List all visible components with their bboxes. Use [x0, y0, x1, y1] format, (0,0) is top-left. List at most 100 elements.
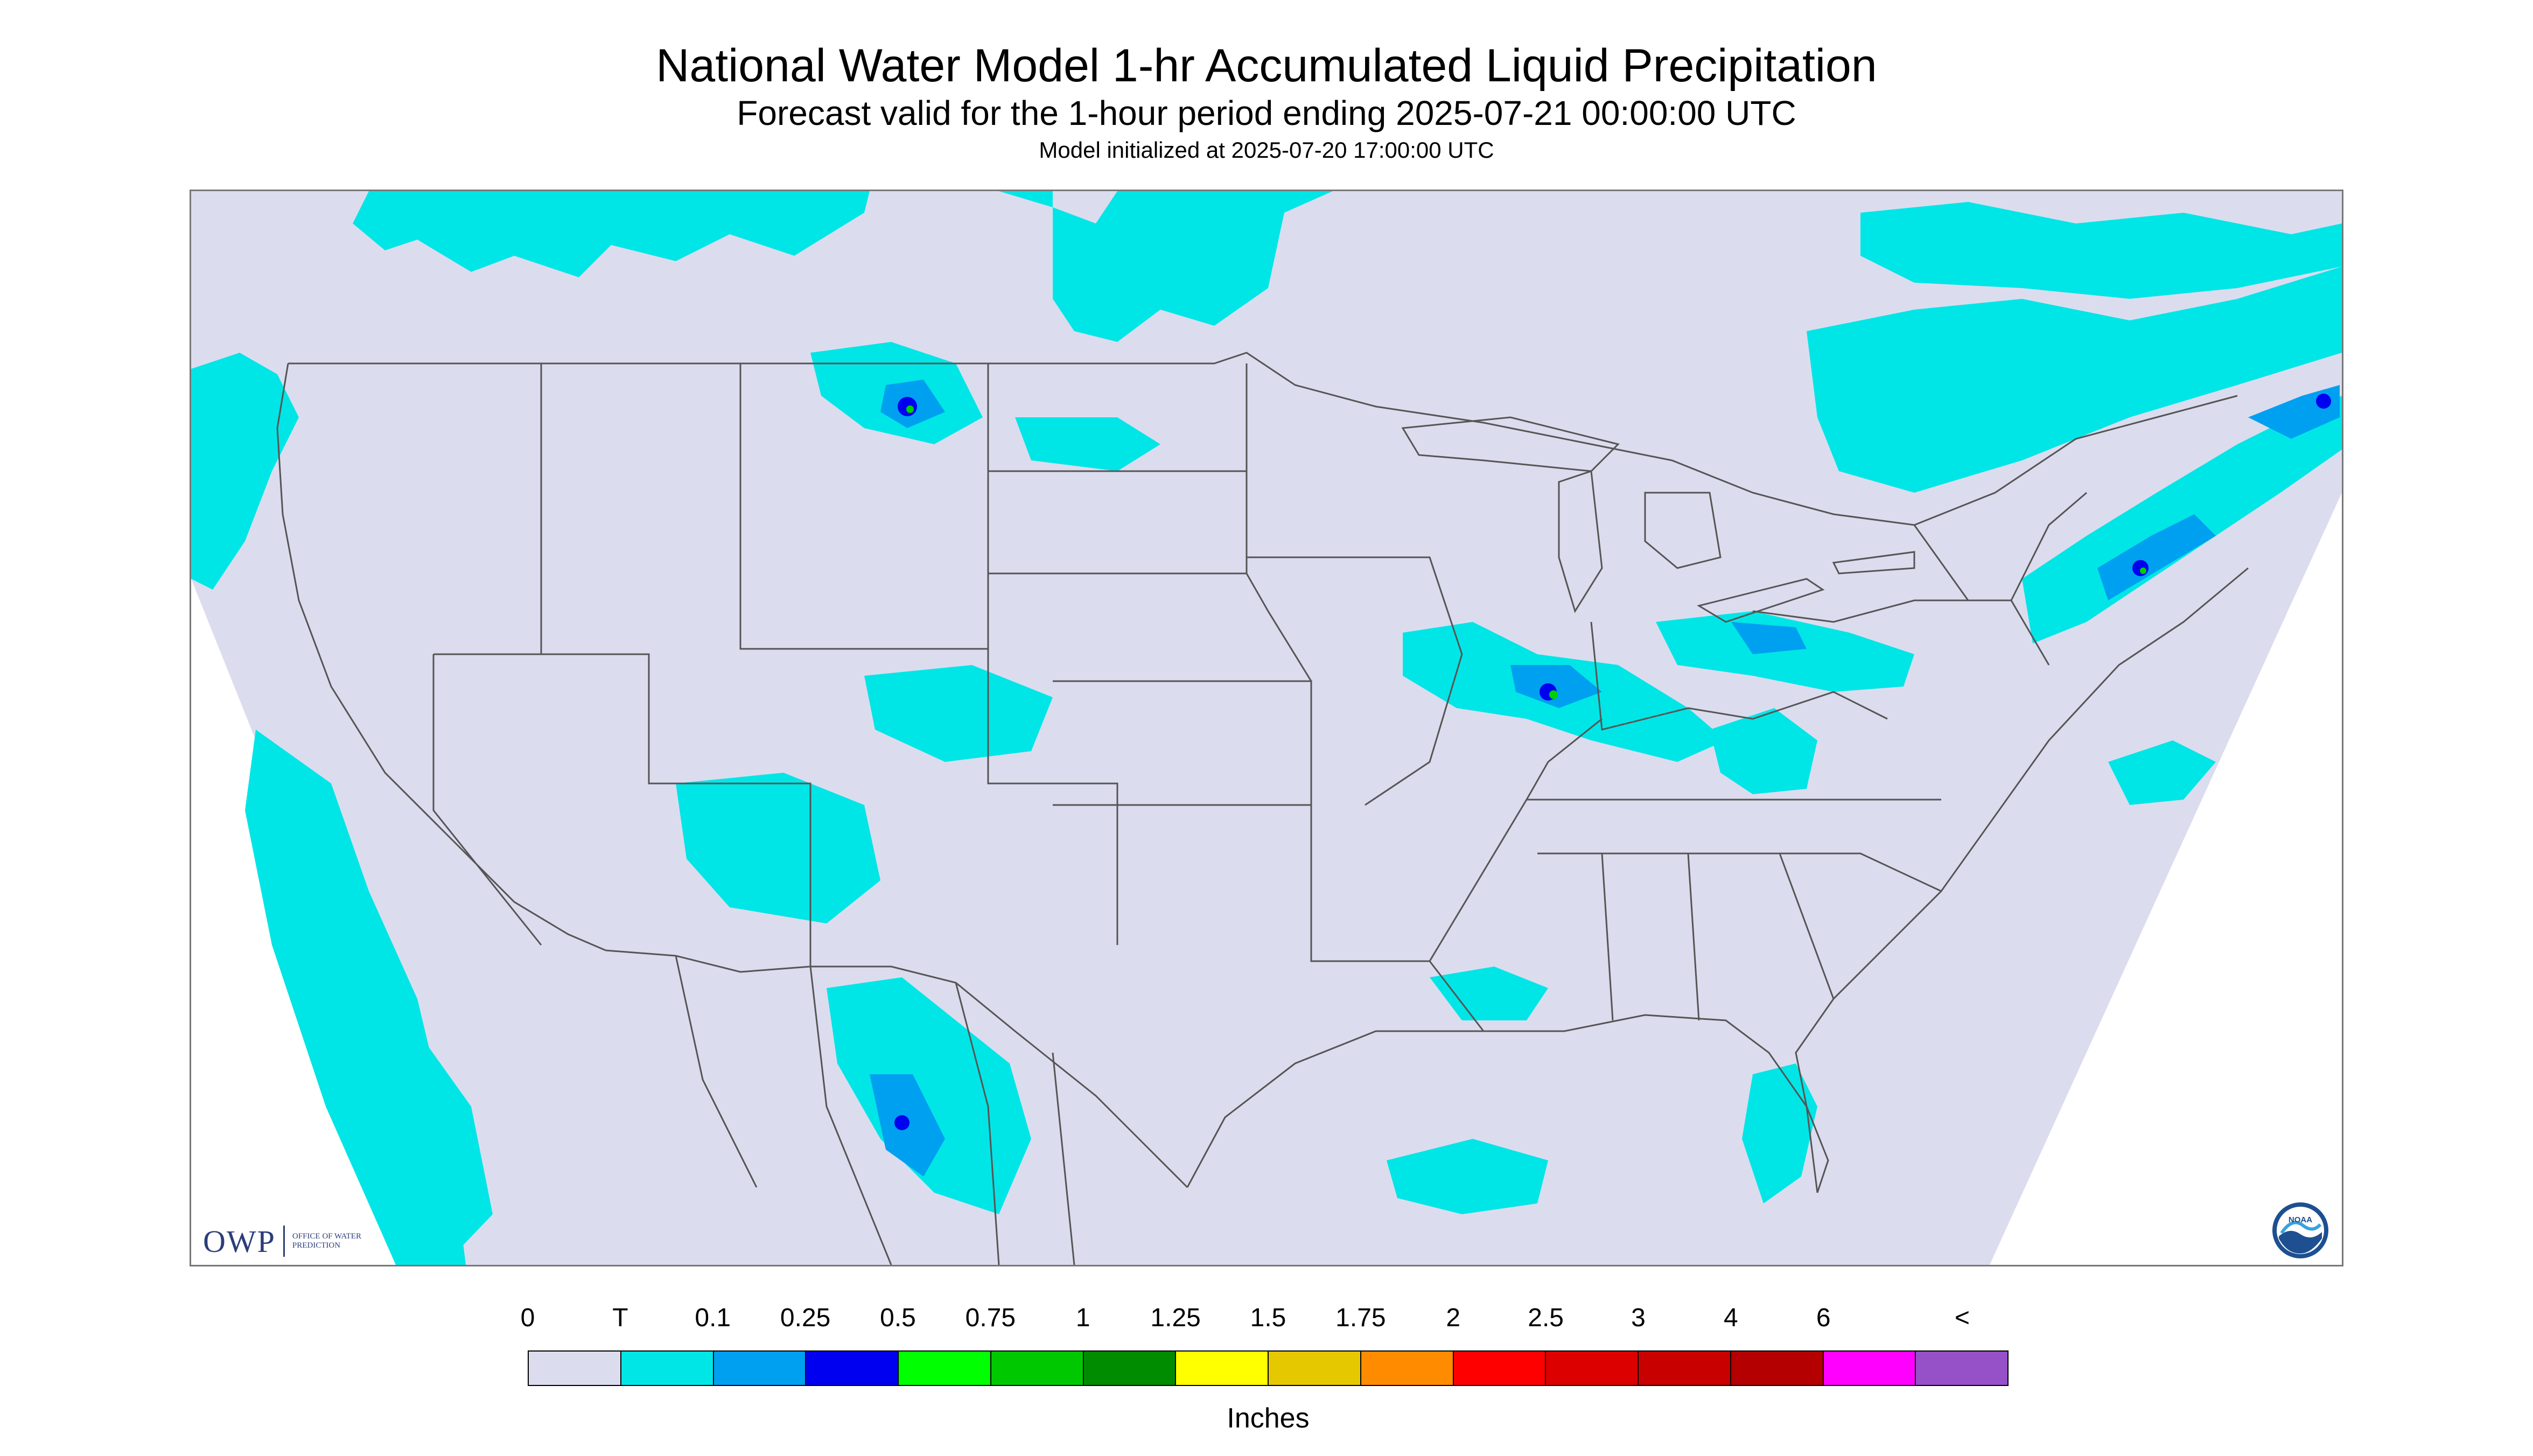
legend-labels: 0 T 0.1 0.25 0.5 0.75 1 1.25 1.5 1.75 2 2.5 3 4 6 <: [521, 1303, 2009, 1335]
legend-tick-label-1: T: [612, 1304, 628, 1332]
model-domain: [191, 191, 2342, 1265]
legend-tick-label-12: 3: [1631, 1304, 1646, 1332]
precip-area-ohio-valley: [1656, 611, 1914, 692]
legend-swatch-0: [529, 1352, 621, 1385]
legend-tick-label-9: 1.75: [1335, 1304, 1386, 1332]
precip-core-ohio: [1731, 622, 1807, 654]
lake-huron: [1644, 492, 1722, 569]
legend-units-label: Inches: [1227, 1403, 1310, 1434]
us-mexico-border: [605, 949, 1188, 1188]
legend-tick-label-14: 6: [1816, 1304, 1831, 1332]
west-coast: [276, 363, 606, 951]
legend-tick-label-7: 1.25: [1150, 1304, 1201, 1332]
precip-area-dakotas: [1015, 417, 1160, 471]
legend-swatch-2: [713, 1352, 807, 1385]
owp-logo-text: Office of Water Prediction: [292, 1232, 361, 1250]
legend-swatch-7: [1176, 1352, 1269, 1385]
boundary-lines: [276, 352, 2249, 1265]
model-init-line: Model initialized at 2025-07-20 17:00:00…: [1039, 137, 1494, 163]
legend-color-bar: [528, 1350, 2009, 1386]
legend-tick-label-13: 4: [1724, 1304, 1738, 1332]
precip-area-sierra-madre: [827, 977, 1031, 1214]
state-line-east-7: [1752, 599, 2050, 666]
legend-tick-label-2: 0.1: [695, 1304, 731, 1332]
gulf-coast: [1186, 1014, 1829, 1193]
owp-logo: OWP Office of Water Prediction: [203, 1223, 362, 1259]
legend-tick-label-5: 0.75: [965, 1304, 1016, 1332]
precip-heavy-sierra: [894, 1115, 909, 1130]
precip-area-baja: [353, 999, 493, 1265]
noaa-logo-bird: [2280, 1221, 2322, 1234]
map-title: National Water Model 1-hr Accumulated Li…: [656, 40, 1877, 92]
state-line-west-3: [541, 653, 811, 967]
lake-ontario: [1832, 551, 1915, 575]
state-line-west-2: [432, 654, 542, 946]
legend-swatch-1: [621, 1352, 714, 1385]
legend-swatch-14: [1823, 1352, 1916, 1385]
legend-tick-label-4: 0.5: [880, 1304, 916, 1332]
mexico-state-line-3: [955, 982, 1000, 1265]
mexico-state-line-1: [809, 966, 892, 1265]
state-line-east-2: [1537, 852, 1942, 892]
legend-swatch-11: [1546, 1352, 1639, 1385]
precip-area-quebec: [1807, 267, 2342, 493]
owp-logo-mark: OWP: [203, 1223, 276, 1259]
map-canvas: [191, 191, 2342, 1265]
precip-area-colorado: [864, 665, 1053, 762]
legend-swatch-8: [1269, 1352, 1361, 1385]
owp-logo-divider: [283, 1226, 285, 1257]
precip-area-florida: [1742, 1063, 1817, 1203]
precip-area-gulf-cluster: [1387, 1139, 1548, 1214]
state-line-central-2: [1310, 805, 1485, 1032]
legend-swatch-10: [1453, 1352, 1547, 1385]
precipitation-map[interactable]: OWP Office of Water Prediction NOAA: [190, 190, 2343, 1266]
legend-swatch-9: [1361, 1352, 1454, 1385]
us-canada-border: [288, 352, 2238, 526]
state-line-central-1: [1247, 556, 1463, 806]
legend-tick-label-15: <: [1955, 1304, 1970, 1332]
state-line-plains-4: [1245, 573, 1312, 682]
precip-heavy-new-england: [2132, 560, 2149, 576]
forecast-valid-subtitle: Forecast valid for the 1-hour period end…: [737, 94, 1796, 132]
legend-swatch-6: [1083, 1352, 1177, 1385]
noaa-logo-wave: [2279, 1230, 2322, 1254]
precip-green-montana: [906, 405, 914, 413]
precip-area-canada-central: [1053, 213, 1284, 342]
precip-green-new-england: [2140, 568, 2146, 574]
legend-swatch-3: [806, 1352, 899, 1385]
precip-area-east-canada: [1860, 202, 2342, 299]
mexico-state-line-2: [675, 955, 758, 1188]
state-line-east-3: [1601, 853, 1614, 1021]
state-line-plains-3: [1053, 680, 1312, 806]
precip-core-new-england: [2097, 514, 2216, 600]
color-legend: 0 T 0.1 0.25 0.5 0.75 1 1.25 1.5 1.75 2 2.5 3 4 6 < Inc…: [521, 1303, 2009, 1434]
state-line-west-4: [739, 363, 988, 650]
state-line-east-6: [1590, 621, 1888, 731]
state-line-central-3: [1429, 718, 1603, 962]
legend-tick-label-0: 0: [520, 1304, 535, 1332]
precip-area-south-central: [1430, 967, 1548, 1020]
noaa-logo: NOAA: [2272, 1202, 2328, 1258]
noaa-logo-text: NOAA: [2289, 1215, 2312, 1224]
precip-area-appalachians: [1710, 708, 1817, 794]
legend-swatch-4: [899, 1352, 991, 1385]
lake-erie: [1697, 578, 1825, 623]
mexico-state-line-4: [1052, 1052, 1075, 1265]
precip-heavy-montana: [898, 397, 917, 416]
state-line-east-5: [1779, 853, 1835, 999]
state-line-ne-2: [1913, 524, 1969, 601]
precip-area-four-corners: [676, 773, 880, 923]
state-line-ne-1: [2010, 492, 2087, 601]
legend-swatch-13: [1731, 1352, 1824, 1385]
lake-michigan: [1558, 470, 1603, 613]
state-line-east-4: [1687, 853, 1700, 1021]
legend-tick-label-8: 1.5: [1250, 1304, 1286, 1332]
precip-heavy-quebec: [2316, 394, 2331, 409]
legend-swatch-12: [1639, 1352, 1731, 1385]
precip-area-pacific-nw: [191, 353, 299, 590]
legend-tick-label-10: 2: [1446, 1304, 1461, 1332]
precip-area-atlantic: [2108, 740, 2216, 805]
legend-tick-label-6: 1: [1075, 1304, 1090, 1332]
precip-core-midwest: [1510, 665, 1602, 708]
legend-tick-label-3: 0.25: [780, 1304, 831, 1332]
